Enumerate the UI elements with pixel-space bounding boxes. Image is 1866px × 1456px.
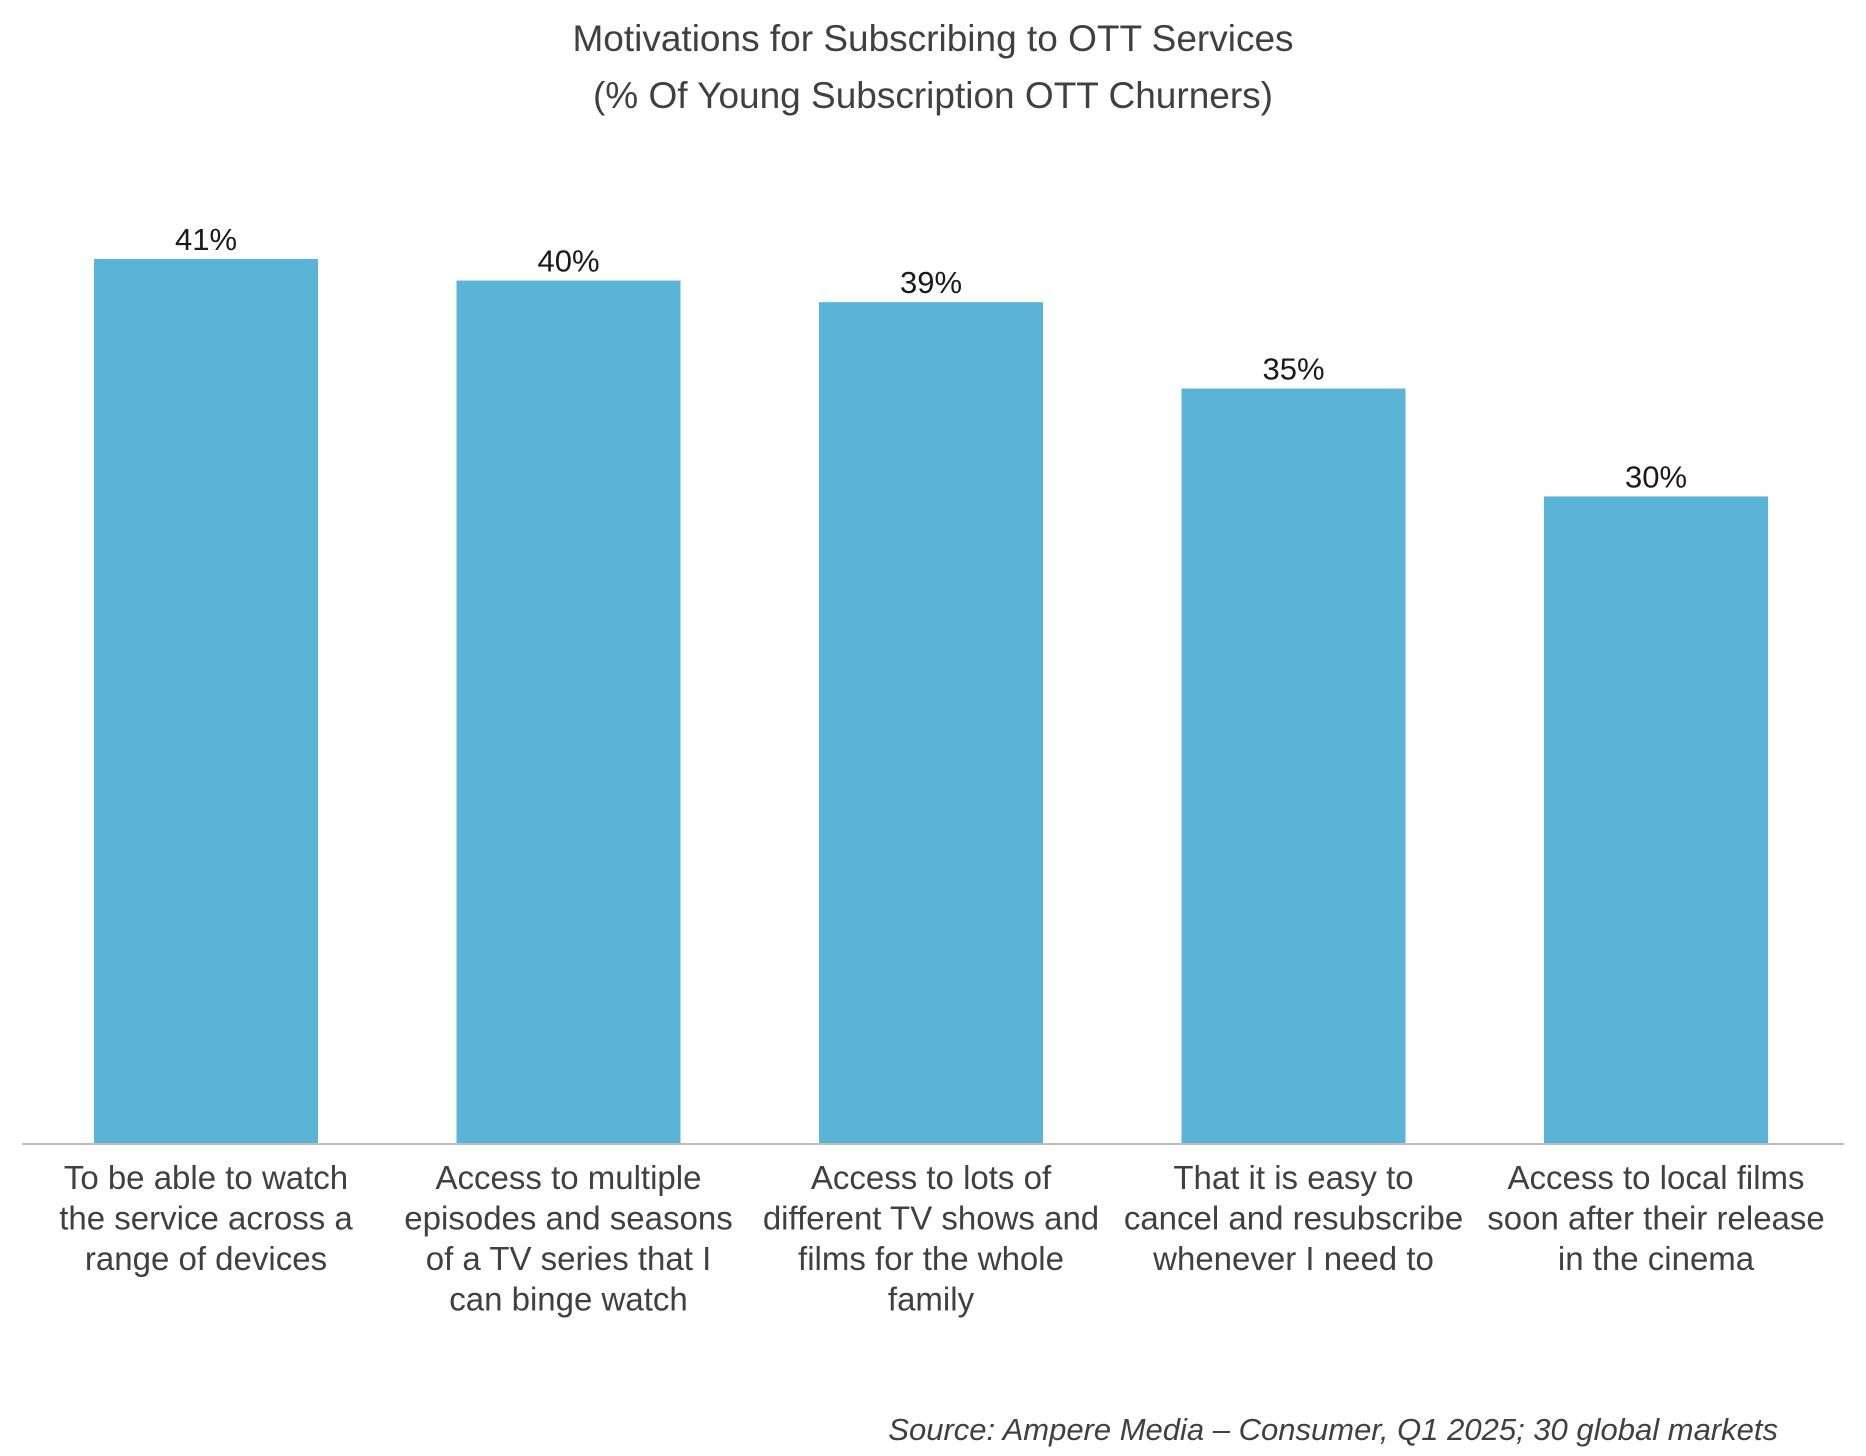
- category-label-line: That it is easy to: [1173, 1159, 1413, 1196]
- category-label-line: Access to lots of: [811, 1159, 1052, 1196]
- category-label-line: soon after their release: [1487, 1200, 1825, 1237]
- category-label-line: To be able to watch: [64, 1159, 348, 1196]
- category-label: Access to multiple episodes and seasons of…: [404, 1159, 732, 1318]
- category-label-line: in the cinema: [1558, 1240, 1755, 1277]
- data-label: 35%: [1262, 352, 1324, 387]
- chart-subtitle: (% Of Young Subscription OTT Churners): [593, 75, 1273, 116]
- category-label: Access to lots of different TV shows and f…: [763, 1159, 1099, 1318]
- category-label: That it is easy to cancel and resubscribe…: [1124, 1159, 1463, 1277]
- bar: [94, 259, 318, 1144]
- source-note: Source: Ampere Media – Consumer, Q1 2025…: [888, 1412, 1778, 1447]
- category-label-line: can binge watch: [449, 1281, 688, 1318]
- data-label: 40%: [537, 244, 599, 279]
- bar: [819, 302, 1043, 1144]
- category-label-line: whenever I need to: [1152, 1240, 1434, 1277]
- category-label-line: range of devices: [85, 1240, 327, 1277]
- bar: [456, 280, 681, 1145]
- chart-title: Motivations for Subscribing to OTT Servi…: [572, 18, 1293, 59]
- category-label-line: cancel and resubscribe: [1124, 1200, 1463, 1237]
- category-label-line: family: [888, 1281, 975, 1318]
- category-label-line: episodes and seasons: [404, 1200, 732, 1237]
- category-label-line: Access to multiple: [436, 1159, 702, 1196]
- bar: [1181, 388, 1406, 1144]
- data-label: 41%: [175, 222, 237, 257]
- bars-group: [94, 259, 1768, 1145]
- category-label-line: Access to local films: [1507, 1159, 1804, 1196]
- data-label: 30%: [1625, 459, 1687, 494]
- category-label-line: different TV shows and: [763, 1200, 1099, 1237]
- data-labels-group: 41% 40% 39% 35% 30%: [175, 222, 1687, 494]
- data-label: 39%: [900, 265, 962, 300]
- category-label-line: of a TV series that I: [426, 1240, 712, 1277]
- category-label: Access to local films soon after their re…: [1487, 1159, 1825, 1277]
- category-label-line: films for the whole: [798, 1240, 1064, 1277]
- bar: [1544, 496, 1768, 1144]
- category-label-line: the service across a: [59, 1200, 353, 1237]
